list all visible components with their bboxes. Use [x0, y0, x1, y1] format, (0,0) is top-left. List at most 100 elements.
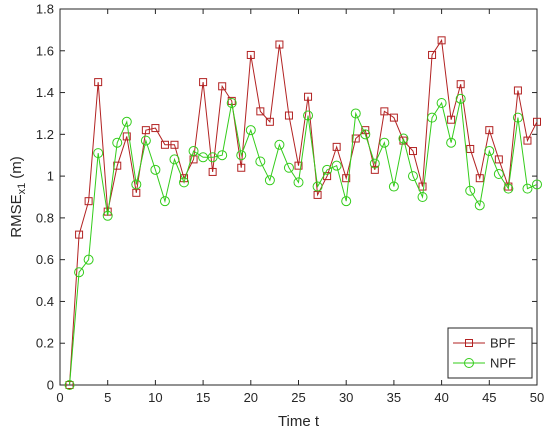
series-bpf [65, 36, 541, 389]
data-point-bpf [370, 165, 379, 174]
data-point-npf [455, 93, 466, 104]
data-point-npf [64, 380, 75, 390]
data-point-npf [503, 183, 514, 194]
data-point-npf [150, 164, 161, 175]
data-point-bpf [284, 111, 293, 120]
data-point-bpf [237, 163, 246, 172]
legend-box [447, 327, 533, 379]
data-point-npf [83, 254, 94, 265]
data-point-npf [436, 98, 447, 108]
data-point-bpf [513, 86, 522, 95]
data-point-npf [198, 152, 209, 163]
x-tick-label: 50 [530, 390, 544, 405]
data-point-bpf [399, 136, 408, 145]
data-point-npf [102, 210, 113, 221]
data-point-npf [169, 154, 180, 165]
data-point-npf [293, 177, 304, 188]
data-point-npf [484, 146, 495, 157]
y-axis-label: RMSEx1 (m) [8, 156, 28, 237]
legend-marker-bpf [465, 339, 473, 347]
data-point-bpf [246, 50, 255, 59]
data-point-npf [217, 150, 228, 161]
data-point-npf [131, 179, 142, 190]
data-point-npf [427, 112, 438, 123]
data-point-npf [303, 110, 314, 121]
y-tick-label: 0 [47, 378, 54, 393]
data-point-bpf [456, 80, 465, 89]
data-point-bpf [437, 36, 446, 45]
data-point-bpf [523, 136, 532, 145]
x-tick-label: 0 [56, 390, 63, 405]
data-point-npf [159, 196, 170, 207]
x-axis-label: Time t [278, 413, 320, 430]
series-line-npf [69, 98, 538, 386]
data-point-npf [74, 267, 85, 278]
data-point-bpf [332, 142, 341, 151]
data-point-npf [532, 179, 542, 190]
data-point-npf [341, 196, 352, 207]
data-point-bpf [75, 230, 84, 239]
data-point-bpf [533, 117, 541, 126]
data-point-bpf [380, 107, 389, 116]
y-axis-label-subscript: x1 [16, 183, 28, 195]
data-point-npf [465, 185, 476, 196]
data-point-npf [522, 183, 533, 194]
data-point-npf [446, 137, 457, 148]
data-point-bpf [447, 115, 456, 124]
legend-label-bpf: BPF [490, 336, 515, 351]
data-point-bpf [199, 78, 208, 87]
data-point-bpf [389, 113, 398, 122]
data-point-npf [331, 160, 342, 171]
series-npf [64, 93, 542, 390]
data-point-bpf [351, 134, 360, 143]
x-tick-label: 40 [434, 390, 448, 405]
data-point-npf [236, 150, 247, 161]
data-point-bpf [151, 124, 160, 133]
legend-marker-npf [464, 358, 474, 368]
data-point-bpf [475, 174, 484, 183]
y-tick-label: 1.2 [36, 127, 54, 142]
data-point-bpf [408, 147, 417, 156]
y-tick-label: 1.4 [36, 85, 54, 100]
axis-ticks: 0 5 10 15 20 25 30 35 40 45 50 0 0.2 0.4 0.6 0.8 1 1.2 1.4… [36, 2, 544, 406]
data-point-bpf [485, 126, 494, 135]
x-tick-label: 30 [339, 390, 353, 405]
data-point-npf [388, 181, 399, 192]
data-point-bpf [84, 197, 93, 206]
data-point-npf [474, 200, 485, 211]
data-point-npf [360, 129, 371, 140]
x-tick-label: 35 [387, 390, 401, 405]
data-point-npf [245, 125, 256, 136]
x-tick-label: 5 [104, 390, 111, 405]
data-point-npf [140, 135, 151, 146]
x-tick-label: 25 [291, 390, 305, 405]
data-point-npf [121, 116, 132, 127]
data-point-bpf [122, 132, 131, 141]
data-point-bpf [141, 126, 150, 135]
y-axis-label-main: RMSE [8, 194, 25, 237]
data-point-bpf [428, 50, 437, 59]
data-point-bpf [418, 182, 427, 191]
data-point-npf [226, 98, 237, 108]
data-point-npf [493, 169, 504, 180]
y-axis-label-unit: (m) [8, 156, 25, 179]
data-point-npf [322, 164, 333, 175]
legend: BPF NPF [447, 327, 533, 379]
data-point-bpf [494, 155, 503, 164]
data-point-bpf [294, 161, 303, 170]
y-tick-label: 1.6 [36, 43, 54, 58]
data-point-bpf [160, 140, 169, 149]
data-point-npf [188, 146, 199, 157]
data-point-npf [283, 162, 294, 173]
data-point-npf [255, 156, 266, 167]
data-point-bpf [304, 92, 313, 101]
data-point-bpf [218, 82, 227, 91]
x-tick-label: 45 [482, 390, 496, 405]
series-line-bpf [69, 38, 538, 386]
x-tick-label: 10 [148, 390, 162, 405]
data-point-npf [512, 112, 523, 123]
x-tick-label: 20 [244, 390, 258, 405]
data-point-bpf [342, 174, 351, 183]
data-point-npf [179, 177, 190, 188]
